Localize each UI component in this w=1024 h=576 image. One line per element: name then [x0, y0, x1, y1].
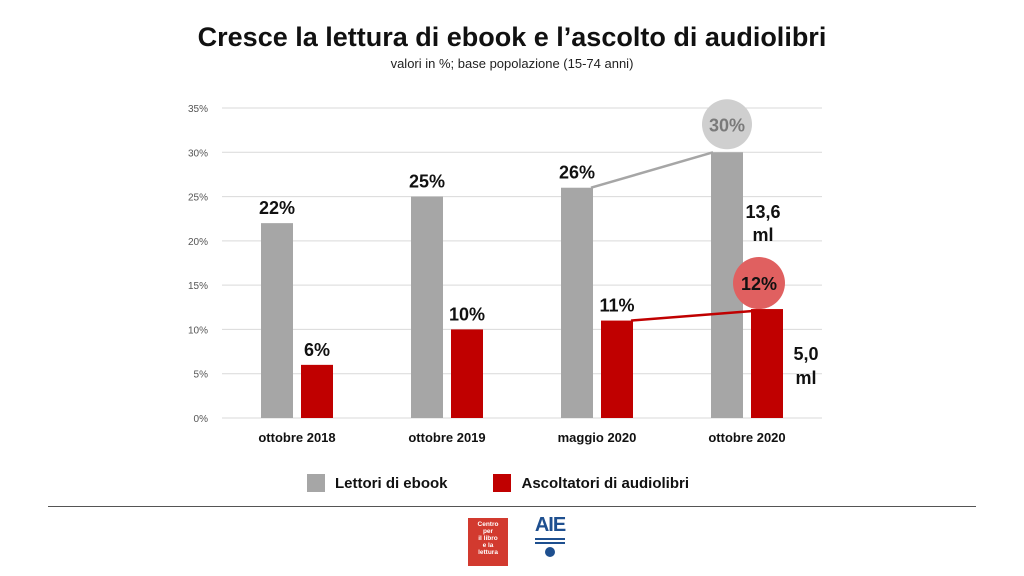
- trend-line-audiobook: [630, 309, 754, 322]
- cepell-logo-line: e la: [482, 542, 494, 549]
- data-label-audiobook: 11%: [599, 296, 634, 316]
- bar-audiobook: [451, 329, 483, 418]
- cepell-logo: Centro per il libro e la lettura: [468, 518, 508, 566]
- cepell-logo-line: Centro: [477, 521, 499, 528]
- bar-ebook: [561, 187, 593, 418]
- footer-divider: [48, 506, 976, 507]
- data-label-ebook: 30%: [709, 115, 745, 135]
- annotation-audiobook-unit: ml: [795, 368, 816, 388]
- x-tick-label: ottobre 2018: [258, 430, 335, 445]
- x-tick-label: maggio 2020: [558, 430, 637, 445]
- aie-logo-dot: [545, 547, 555, 557]
- bar-ebook: [411, 196, 443, 418]
- chart-title: Cresce la lettura di ebook e l’ascolto d…: [197, 22, 827, 52]
- y-tick-label: 30%: [188, 148, 208, 159]
- cepell-logo-line: lettura: [478, 549, 498, 556]
- y-tick-label: 15%: [188, 281, 208, 292]
- data-label-audiobook: 12%: [741, 274, 777, 294]
- y-tick-label: 20%: [188, 237, 208, 248]
- data-label-ebook: 22%: [259, 198, 295, 218]
- bar-chart: 0% 5% 10% 15% 20% 25% 30% 35% ottobre 2018 22% 6% o…: [188, 99, 822, 445]
- bar-audiobook: [601, 320, 633, 418]
- annotation-ebook-unit: ml: [752, 225, 773, 245]
- legend-item-audiobook: Ascoltatori di audiolibri: [493, 474, 689, 492]
- aie-logo-bar: [535, 538, 565, 540]
- data-label-ebook: 26%: [559, 163, 595, 183]
- x-tick-label: ottobre 2020: [708, 430, 785, 445]
- x-tick-label: ottobre 2019: [408, 430, 485, 445]
- y-tick-label: 35%: [188, 104, 208, 115]
- y-tick-label: 10%: [188, 325, 208, 336]
- y-tick-label: 25%: [188, 193, 208, 204]
- legend-swatch-audiobook: [493, 474, 512, 492]
- data-label-audiobook: 10%: [449, 304, 485, 324]
- chart-subtitle: valori in %; base popolazione (15-74 ann…: [390, 56, 634, 71]
- cepell-logo-line: per: [482, 528, 494, 535]
- annotation-audiobook-millions: 5,0: [793, 344, 818, 364]
- aie-logo: AIE: [530, 514, 570, 570]
- highlight-circle-audiobook: [733, 257, 785, 310]
- bar-ebook: [261, 223, 293, 418]
- chart-legend: Lettori di ebook Ascoltatori di audiolib…: [0, 474, 1024, 492]
- bar-audiobook: [301, 364, 333, 418]
- data-label-ebook: 25%: [409, 172, 445, 192]
- highlight-circle-ebook: [702, 99, 752, 150]
- bar-audiobook: [751, 309, 783, 418]
- legend-label-audiobook: Ascoltatori di audiolibri: [521, 474, 689, 492]
- aie-logo-bar: [535, 542, 565, 544]
- annotation-ebook-millions: 13,6: [745, 202, 780, 222]
- data-label-audiobook: 6%: [304, 340, 330, 360]
- y-tick-label: 5%: [194, 370, 209, 381]
- legend-item-ebook: Lettori di ebook: [306, 474, 448, 492]
- y-tick-label: 0%: [194, 414, 209, 425]
- trend-line-ebook: [590, 151, 714, 189]
- legend-swatch-ebook: [306, 474, 325, 492]
- legend-label-ebook: Lettori di ebook: [334, 474, 448, 492]
- cepell-logo-line: il libro: [478, 535, 498, 542]
- aie-logo-letters: AIE: [534, 514, 566, 536]
